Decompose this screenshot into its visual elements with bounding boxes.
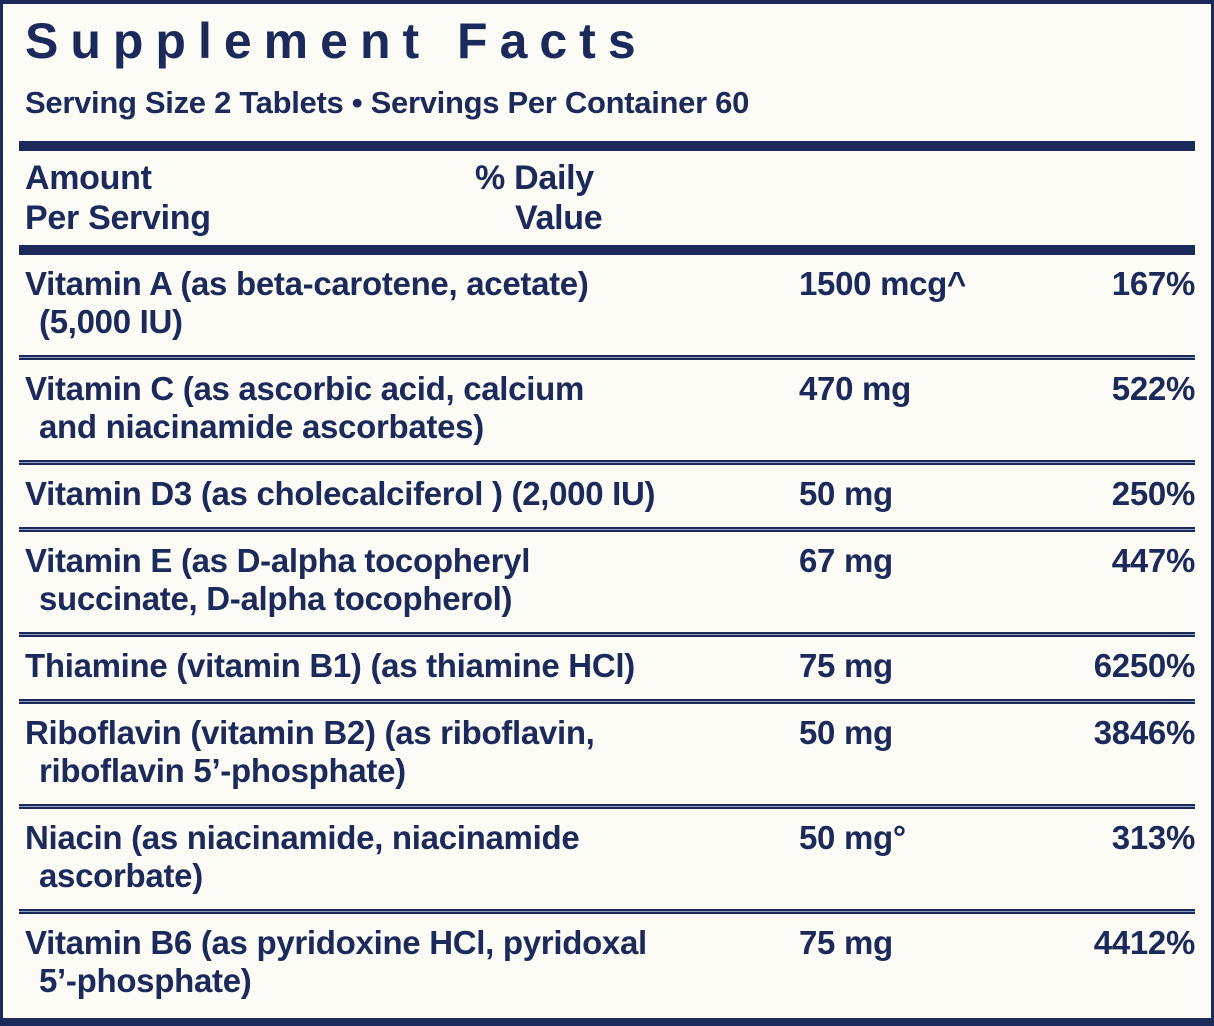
- nutrient-name-line2: (5,000 IU): [39, 303, 183, 340]
- nutrient-amount: 1500 mcg^: [799, 265, 967, 302]
- nutrient-amount: 470 mg: [799, 370, 911, 407]
- nutrient-name-line1: Vitamin E (as D-alpha tocopheryl: [25, 542, 531, 579]
- daily-value-header-line2: Value: [515, 199, 603, 237]
- nutrient-name: Vitamin C (as ascorbic acid, calcium and…: [19, 370, 799, 446]
- nutrient-row: Niacin (as niacinamide, niacinamide asco…: [19, 809, 1195, 909]
- nutrient-daily-value: 167%: [1111, 265, 1196, 302]
- nutrient-name-line2: succinate, D-alpha tocopherol): [39, 580, 513, 617]
- daily-value-column-header: % Daily Value: [475, 158, 603, 238]
- divider-bar-top: [19, 141, 1195, 151]
- serving-info: Serving Size 2 Tablets • Servings Per Co…: [25, 85, 750, 120]
- nutrient-name-line2: riboflavin 5’-phosphate): [39, 752, 406, 789]
- row-separator: [19, 909, 1195, 914]
- nutrient-amount: 50 mg: [799, 714, 893, 751]
- row-separator: [19, 632, 1195, 637]
- row-separator: [19, 527, 1195, 532]
- nutrient-name: Riboflavin (vitamin B2) (as riboflavin, …: [19, 714, 799, 790]
- nutrient-name: Niacin (as niacinamide, niacinamide asco…: [19, 819, 799, 895]
- row-separator: [19, 804, 1195, 809]
- nutrient-row: Vitamin E (as D-alpha tocopheryl succina…: [19, 532, 1195, 632]
- amount-header-line2: Per Serving: [25, 199, 211, 237]
- nutrient-amount: 75 mg: [799, 924, 893, 961]
- nutrient-name: Vitamin D3 (as cholecalciferol ) (2,000 …: [19, 475, 799, 513]
- divider-bar-header: [19, 245, 1195, 255]
- nutrient-name: Vitamin A (as beta-carotene, acetate) (5…: [19, 265, 799, 341]
- nutrient-name-line1: Thiamine (vitamin B1) (as thiamine HCl): [25, 647, 635, 684]
- row-separator: [19, 460, 1195, 465]
- row-separator: [19, 699, 1195, 704]
- nutrient-row: Vitamin A (as beta-carotene, acetate) (5…: [19, 255, 1195, 355]
- nutrient-name-line2: ascorbate): [39, 857, 203, 894]
- daily-value-header-line1: % Daily: [475, 159, 594, 197]
- nutrient-rows: Vitamin A (as beta-carotene, acetate) (5…: [19, 255, 1195, 1014]
- nutrient-row: Thiamine (vitamin B1) (as thiamine HCl) …: [19, 637, 1195, 699]
- nutrient-name-line1: Riboflavin (vitamin B2) (as riboflavin,: [25, 714, 595, 751]
- nutrient-amount: 50 mg: [799, 475, 893, 512]
- nutrient-amount: 67 mg: [799, 542, 893, 579]
- nutrient-row: Vitamin C (as ascorbic acid, calcium and…: [19, 360, 1195, 460]
- amount-header-line1: Amount: [25, 159, 152, 197]
- nutrient-name-line2: 5’-phosphate): [39, 962, 252, 999]
- nutrient-name-line1: Vitamin B6 (as pyridoxine HCl, pyridoxal: [25, 924, 647, 961]
- amount-column-header: Amount Per Serving: [25, 158, 475, 238]
- nutrient-daily-value: 250%: [1111, 475, 1196, 512]
- nutrient-name: Vitamin B6 (as pyridoxine HCl, pyridoxal…: [19, 924, 799, 1000]
- nutrient-name: Thiamine (vitamin B1) (as thiamine HCl): [19, 647, 799, 685]
- nutrient-row: Vitamin B6 (as pyridoxine HCl, pyridoxal…: [19, 914, 1195, 1014]
- nutrient-row: Riboflavin (vitamin B2) (as riboflavin, …: [19, 704, 1195, 804]
- column-headers: Amount Per Serving % Daily Value: [25, 158, 1195, 238]
- nutrient-daily-value: 447%: [1111, 542, 1196, 579]
- panel-title: Supplement Facts: [25, 13, 648, 69]
- nutrient-name: Vitamin E (as D-alpha tocopheryl succina…: [19, 542, 799, 618]
- nutrient-daily-value: 6250%: [1093, 647, 1196, 684]
- nutrient-daily-value: 3846%: [1093, 714, 1196, 751]
- nutrient-amount: 50 mg°: [799, 819, 906, 856]
- nutrient-daily-value: 4412%: [1093, 924, 1196, 961]
- nutrient-name-line1: Niacin (as niacinamide, niacinamide: [25, 819, 580, 856]
- nutrient-name-line2: and niacinamide ascorbates): [39, 408, 484, 445]
- nutrient-name-line1: Vitamin A (as beta-carotene, acetate): [25, 265, 589, 302]
- nutrient-name-line1: Vitamin D3 (as cholecalciferol ) (2,000 …: [25, 475, 656, 512]
- nutrient-amount: 75 mg: [799, 647, 893, 684]
- nutrient-name-line1: Vitamin C (as ascorbic acid, calcium: [25, 370, 584, 407]
- nutrient-daily-value: 522%: [1111, 370, 1196, 407]
- nutrient-daily-value: 313%: [1111, 819, 1196, 856]
- nutrient-row: Vitamin D3 (as cholecalciferol ) (2,000 …: [19, 465, 1195, 527]
- row-separator: [19, 355, 1195, 360]
